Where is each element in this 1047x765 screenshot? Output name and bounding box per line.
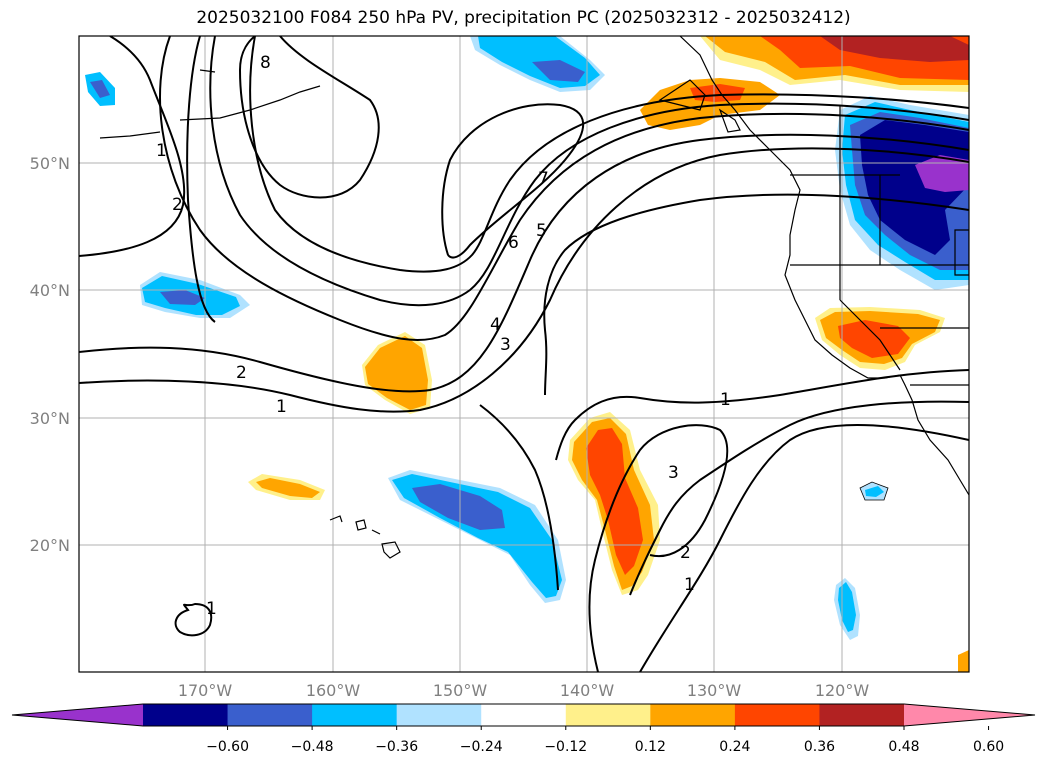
colorbar-tick-label: −0.36 — [375, 739, 418, 755]
lat-label: 40°N — [30, 281, 70, 300]
contour-label: 1 — [684, 575, 695, 595]
colorbar: −0.60 −0.48 −0.36 −0.24 −0.12 0.12 0.24 0.36 0.4… — [11, 703, 1036, 755]
colorbar-extend-high — [904, 704, 1035, 726]
colorbar-tick-label: −0.24 — [460, 739, 503, 755]
contour-label: 6 — [508, 233, 519, 253]
contour-label: 1 — [276, 397, 287, 417]
contour-label: 1 — [206, 599, 217, 619]
colorbar-segment — [481, 704, 567, 726]
colorbar-tick-label: −0.60 — [206, 739, 249, 755]
contour-label: 7 — [538, 169, 549, 189]
coastlines — [99, 36, 969, 559]
colorbar-tick-label: −0.12 — [544, 739, 587, 755]
colorbar-segment — [565, 704, 651, 726]
colorbar-segment — [819, 704, 905, 726]
lon-label: 170°W — [178, 681, 233, 700]
colorbar-segment — [734, 704, 820, 726]
lat-label: 50°N — [30, 154, 70, 173]
lon-label: 160°W — [306, 681, 361, 700]
colorbar-tick-label: 0.36 — [804, 739, 835, 755]
colorbar-segment — [396, 704, 482, 726]
contour-label: 3 — [500, 335, 511, 355]
pv-contours — [79, 36, 969, 672]
colorbar-outline — [11, 703, 1036, 727]
contour-labels: 8 1 2 7 6 5 4 3 2 1 1 3 2 1 1 — [156, 53, 731, 619]
colorbar-segment — [227, 704, 313, 726]
plot-frame — [78, 35, 970, 673]
colorbar-tick-label: 0.24 — [719, 739, 750, 755]
contour-label: 8 — [260, 53, 271, 73]
lat-label: 20°N — [30, 536, 70, 555]
colorbar-tick-label: 0.12 — [635, 739, 666, 755]
lon-labels: 170°W 160°W 150°W 140°W 130°W 120°W — [178, 681, 870, 700]
lon-label: 130°W — [687, 681, 742, 700]
lon-label: 140°W — [560, 681, 615, 700]
lat-labels: 50°N 40°N 30°N 20°N — [30, 154, 70, 555]
contour-label: 5 — [536, 221, 547, 241]
colorbar-segment — [650, 704, 736, 726]
contour-label: 2 — [680, 543, 691, 563]
colorbar-tick-label: 0.48 — [888, 739, 919, 755]
colorbar-tick-label: −0.48 — [291, 739, 334, 755]
contour-label: 4 — [490, 315, 501, 335]
map-title: 2025032100 F084 250 hPa PV, precipitatio… — [196, 8, 851, 28]
colorbar-segment — [312, 704, 398, 726]
colorbar-tick-label: 0.60 — [973, 739, 1004, 755]
lon-label: 150°W — [433, 681, 488, 700]
contour-label: 1 — [156, 141, 167, 161]
contour-label: 2 — [172, 195, 183, 215]
lon-label: 120°W — [815, 681, 870, 700]
colorbar-extend-low — [12, 704, 143, 726]
contour-label: 1 — [720, 390, 731, 410]
contour-label: 2 — [236, 363, 247, 383]
colorbar-segment — [143, 704, 229, 726]
contour-label: 3 — [668, 463, 679, 483]
lat-label: 30°N — [30, 409, 70, 428]
